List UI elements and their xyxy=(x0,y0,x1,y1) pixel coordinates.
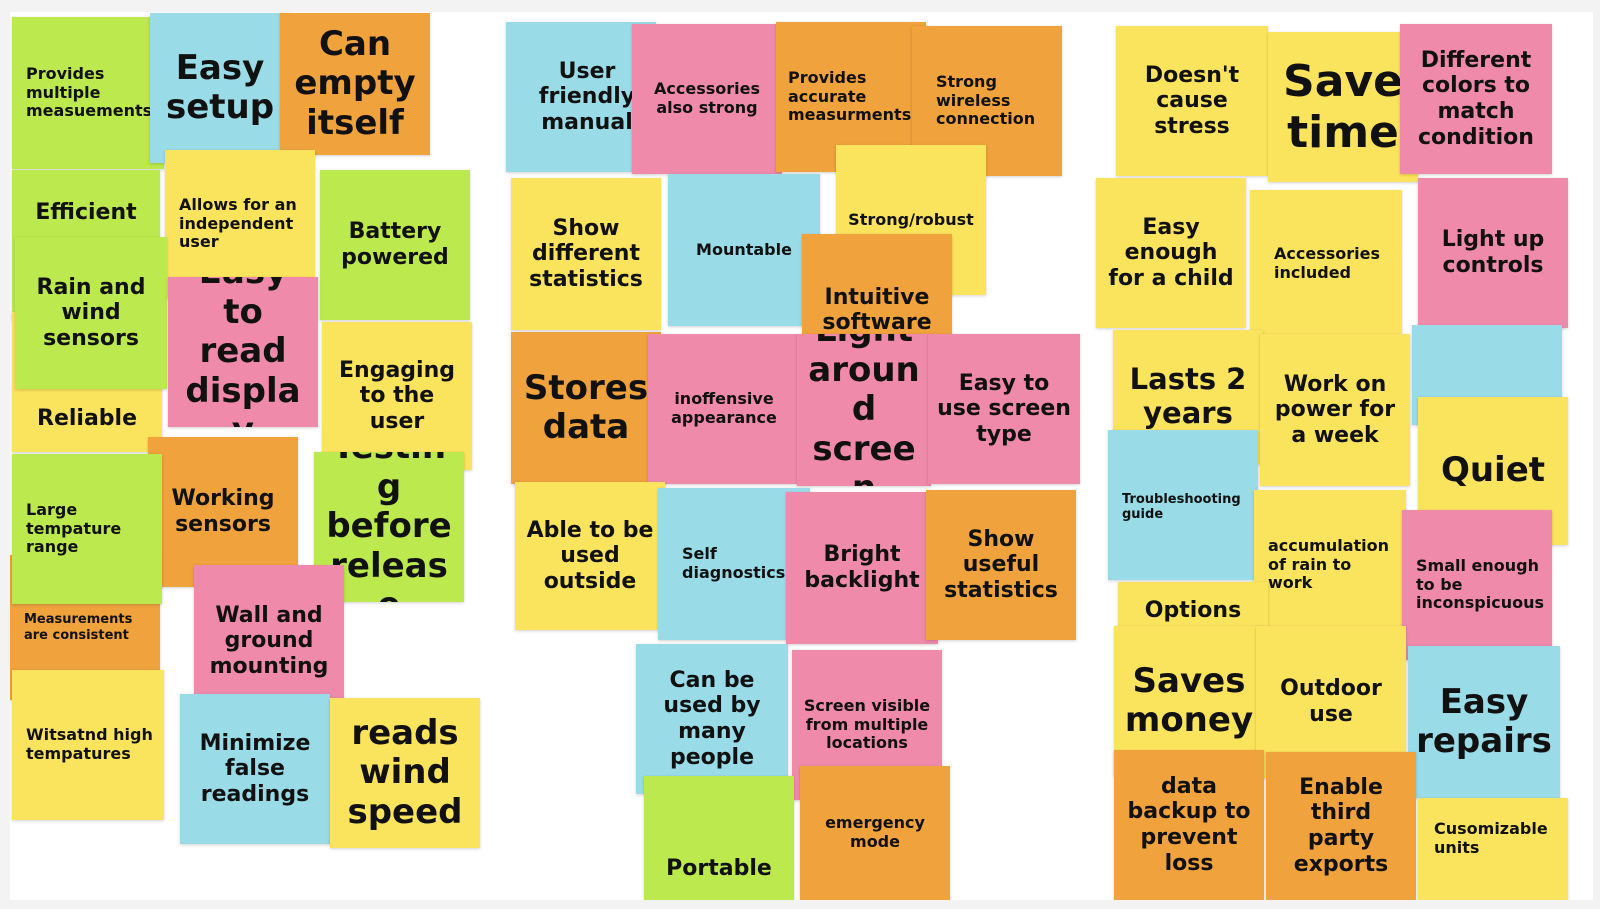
sticky-note[interactable]: data backup to prevent loss xyxy=(1114,750,1264,900)
sticky-note[interactable]: Save time xyxy=(1268,32,1418,182)
sticky-note[interactable]: Minimize false readings xyxy=(180,694,330,844)
sticky-note[interactable]: Easy repairs xyxy=(1408,646,1560,798)
sticky-note[interactable]: Easy to use screen type xyxy=(928,334,1080,484)
sticky-note[interactable]: Accessories also strong xyxy=(632,24,782,174)
sticky-note[interactable]: Mountable xyxy=(668,174,820,326)
sticky-note[interactable]: Self diagnostics xyxy=(658,488,810,640)
sticky-note[interactable]: Light around screen xyxy=(797,334,931,486)
sticky-note[interactable]: Easy setup xyxy=(150,13,290,163)
sticky-note[interactable]: inoffensive appearance xyxy=(648,334,800,484)
sticky-note[interactable]: Troubleshooting guide xyxy=(1108,430,1258,580)
sticky-note[interactable]: Different colors to match condition xyxy=(1400,24,1552,174)
sticky-note[interactable]: Show useful statistics xyxy=(926,490,1076,640)
sticky-note[interactable]: Rain and wind sensors xyxy=(15,237,167,389)
sticky-note[interactable]: Stores data xyxy=(511,332,661,484)
sticky-note[interactable]: Doesn't cause stress xyxy=(1116,26,1268,176)
sticky-note[interactable]: Accessories included xyxy=(1250,190,1402,338)
sticky-note[interactable]: Large tempature range xyxy=(12,454,162,604)
sticky-note[interactable]: Able to be used outside xyxy=(515,482,665,630)
sticky-note[interactable]: Intuitive software xyxy=(802,234,952,336)
sticky-note[interactable]: Witsatnd high tempatures xyxy=(12,670,164,820)
sticky-note[interactable]: Allows for an independent user xyxy=(165,150,315,298)
sticky-note[interactable]: Show different statistics xyxy=(511,178,661,330)
sticky-note-board: Provides multiple measuements Easy setup… xyxy=(10,12,1593,900)
sticky-note[interactable]: Bright backlight xyxy=(786,492,938,644)
sticky-note[interactable]: Wall and ground mounting xyxy=(194,565,344,717)
sticky-note[interactable]: Light up controls xyxy=(1418,178,1568,328)
sticky-note[interactable]: Provides multiple measuements xyxy=(12,17,164,169)
sticky-note[interactable]: Easy enough for a child xyxy=(1096,178,1246,328)
sticky-note[interactable]: Small enough to be inconspicuous xyxy=(1402,510,1552,660)
sticky-note[interactable]: User friendly manual xyxy=(506,22,656,172)
sticky-note[interactable]: Can be used by many people xyxy=(636,644,788,794)
sticky-note[interactable]: Cusomizable units xyxy=(1418,798,1568,900)
sticky-note[interactable]: accumulation of rain to work xyxy=(1254,490,1406,640)
sticky-note[interactable]: reads wind speed xyxy=(330,698,480,848)
sticky-note[interactable]: Work on power for a week xyxy=(1260,334,1410,486)
sticky-note[interactable]: Working sensors xyxy=(148,437,298,587)
sticky-note[interactable]: Easy to read display xyxy=(168,277,318,427)
sticky-note[interactable]: Battery powered xyxy=(320,170,470,320)
sticky-note[interactable]: Enable third party exports xyxy=(1266,752,1416,900)
sticky-note[interactable]: emergency mode xyxy=(800,766,950,900)
sticky-note[interactable]: Can empty itself xyxy=(280,13,430,155)
sticky-note[interactable]: Engaging to the user xyxy=(322,322,472,470)
sticky-note[interactable]: Portable xyxy=(644,776,794,900)
